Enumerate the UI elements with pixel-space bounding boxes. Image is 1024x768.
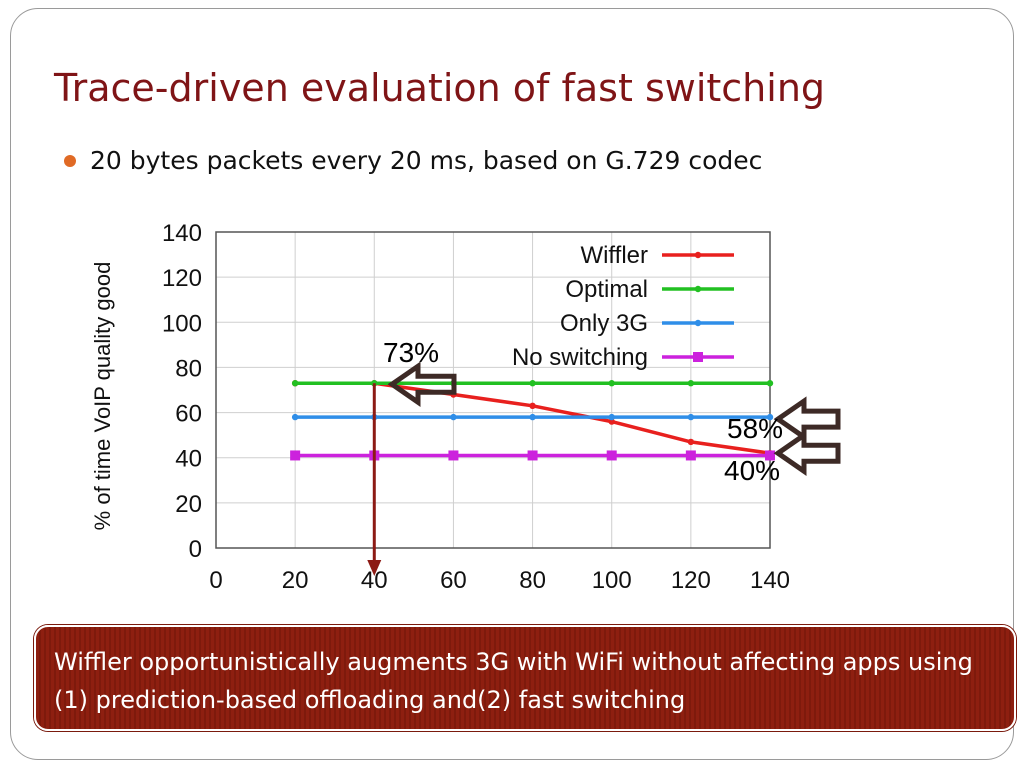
- chart-legend: Wiffler Optimal Only 3G No switching: [512, 242, 734, 371]
- data-point: [608, 413, 615, 421]
- data-point: [291, 380, 299, 387]
- x-tick-label: 140: [750, 567, 790, 594]
- legend-marker: [694, 319, 702, 327]
- data-point: [529, 413, 536, 421]
- chart-grid: [215, 231, 771, 549]
- data-point: [606, 450, 617, 461]
- annotation-label: 40%: [724, 455, 780, 486]
- arrow-73-icon: [387, 361, 457, 407]
- y-tick-label: 40: [175, 446, 202, 473]
- data-point: [766, 380, 774, 387]
- x-tick-label: 120: [671, 567, 711, 594]
- legend-label: Only 3G: [560, 310, 648, 337]
- data-point: [291, 413, 299, 421]
- data-point: [608, 380, 615, 387]
- bullet-item: 20 bytes packets every 20 ms, based on G…: [64, 146, 762, 175]
- y-tick-label: 100: [162, 310, 202, 337]
- data-point: [527, 450, 538, 461]
- summary-callout: Wiffler opportunistically augments 3G wi…: [34, 625, 1016, 731]
- y-tick-label: 0: [189, 536, 202, 563]
- data-point: [687, 438, 695, 446]
- x-tick-label: 80: [519, 567, 546, 594]
- annotation-label: 58%: [727, 413, 783, 444]
- annotations: 73% 58% 40%: [367, 337, 841, 576]
- y-tick-label: 60: [175, 401, 202, 428]
- data-point: [529, 402, 536, 409]
- arrow-40-icon: [773, 430, 841, 476]
- annotation-label: 73%: [383, 337, 439, 368]
- data-point: [766, 413, 774, 421]
- y-axis-label: % of time VoIP quality good: [90, 262, 115, 531]
- data-point: [529, 380, 536, 387]
- y-tick-label: 120: [162, 265, 202, 292]
- bullet-text: 20 bytes packets every 20 ms, based on G…: [90, 146, 763, 175]
- x-tick-label: 0: [209, 567, 222, 594]
- data-point: [448, 450, 459, 461]
- legend-marker: [693, 352, 703, 362]
- legend-marker: [694, 251, 702, 259]
- arrow-58-icon: [773, 396, 841, 442]
- x-tick-label: 100: [592, 567, 632, 594]
- legend-label: No switching: [512, 344, 648, 371]
- data-point: [608, 418, 615, 425]
- data-point: [450, 413, 457, 421]
- data-point: [765, 450, 775, 461]
- data-point: [687, 380, 695, 387]
- y-tick-label: 80: [175, 355, 202, 382]
- data-point: [687, 413, 695, 421]
- x-tick-label: 20: [282, 567, 309, 594]
- legend-marker: [694, 285, 702, 293]
- data-point: [685, 450, 696, 461]
- legend-label: Optimal: [565, 276, 648, 303]
- slide-title: Trace-driven evaluation of fast switchin…: [54, 66, 826, 110]
- marker-arrowhead: [367, 560, 382, 576]
- plot-frame: [215, 231, 771, 549]
- legend-label: Wiffler: [580, 242, 648, 269]
- bullet-dot-icon: [64, 154, 76, 167]
- x-tick-label: 60: [440, 567, 467, 594]
- data-point: [290, 450, 301, 461]
- y-tick-label: 140: [162, 220, 202, 247]
- y-tick-label: 20: [175, 491, 202, 518]
